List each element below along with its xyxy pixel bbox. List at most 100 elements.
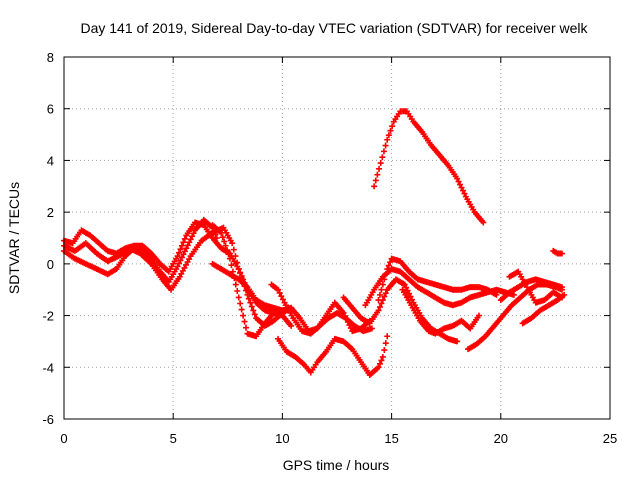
data-point [218,229,225,236]
data-point [221,238,228,245]
data-point [234,259,241,266]
y-tick-label: 0 [47,257,54,272]
data-point [459,187,466,194]
data-point [403,284,410,291]
data-point [384,136,391,143]
data-point [212,231,219,238]
data-point [382,340,389,347]
data-point [181,235,188,242]
data-point [250,307,257,314]
data-point [379,353,386,360]
data-point [174,253,181,260]
data-point [189,233,196,240]
data-point [558,284,565,291]
data-point [243,324,249,331]
data-point [177,257,184,264]
data-point [379,281,386,288]
data-point [180,239,187,246]
data-point [225,251,232,258]
data-point [561,291,568,298]
data-point [176,260,183,267]
data-point [380,148,387,155]
data-point [234,288,241,295]
data-point [455,178,462,185]
data-point [248,303,255,310]
data-point [226,255,233,262]
data-point [184,242,191,249]
data-point [384,266,391,273]
data-point [378,286,385,293]
data-point [187,236,194,243]
data-point [457,181,464,188]
data-point [376,291,383,298]
data-point [177,246,184,253]
data-point [238,306,245,313]
data-point [401,281,408,288]
data-point [376,303,383,310]
data-point [375,364,382,371]
x-tick-label: 10 [275,431,289,446]
data-point [178,254,185,261]
data-point [389,123,396,130]
grid-lines [64,57,610,419]
data-point [458,184,465,191]
x-axis-label: GPS time / hours [283,457,390,473]
data-point [387,127,394,134]
data-point [475,312,482,319]
data-point [237,300,244,307]
x-tick-label: 20 [494,431,508,446]
data-point [174,263,181,270]
data-point [230,246,237,253]
data-point [382,142,389,149]
data-point [288,322,295,329]
data-point [382,290,389,297]
data-point [376,360,383,367]
data-point [385,262,392,269]
data-point [232,253,239,260]
data-point [376,165,383,172]
data-point [387,259,394,266]
data-point [235,266,242,273]
data-point [245,295,252,302]
data-point [237,270,244,277]
data-point [190,230,197,237]
data-point [381,293,388,300]
data-point [374,171,381,178]
x-tick-label: 5 [170,431,177,446]
data-point [379,154,386,161]
data-point [219,234,226,241]
data-point [407,293,414,300]
data-point [213,235,220,241]
data-point [278,293,285,300]
data-point [178,242,185,249]
data-point [377,160,384,167]
data-point [368,325,375,332]
data-point [378,357,385,364]
data-point [247,299,254,306]
data-point [276,289,283,296]
data-point [404,287,411,294]
data-point [244,291,251,298]
data-point [461,190,468,197]
data-point [241,318,248,325]
x-tick-label: 25 [603,431,617,446]
data-point [375,307,382,314]
y-tick-label: 4 [47,153,54,168]
data-point [183,245,190,252]
data-point [381,347,388,354]
y-tick-label: 2 [47,205,54,220]
y-tick-label: -2 [42,309,54,324]
data-point [454,338,461,345]
y-axis-label: SDTVAR / TECUs [6,182,22,294]
data-point [232,281,239,288]
data-point [406,290,413,297]
x-tick-label: 0 [60,431,67,446]
data-point [384,333,391,340]
data-point [251,311,258,318]
x-tick-label: 15 [384,431,398,446]
data-point [480,219,487,226]
plot-frame [63,56,611,420]
data-point [235,294,242,301]
data-point [382,271,389,278]
